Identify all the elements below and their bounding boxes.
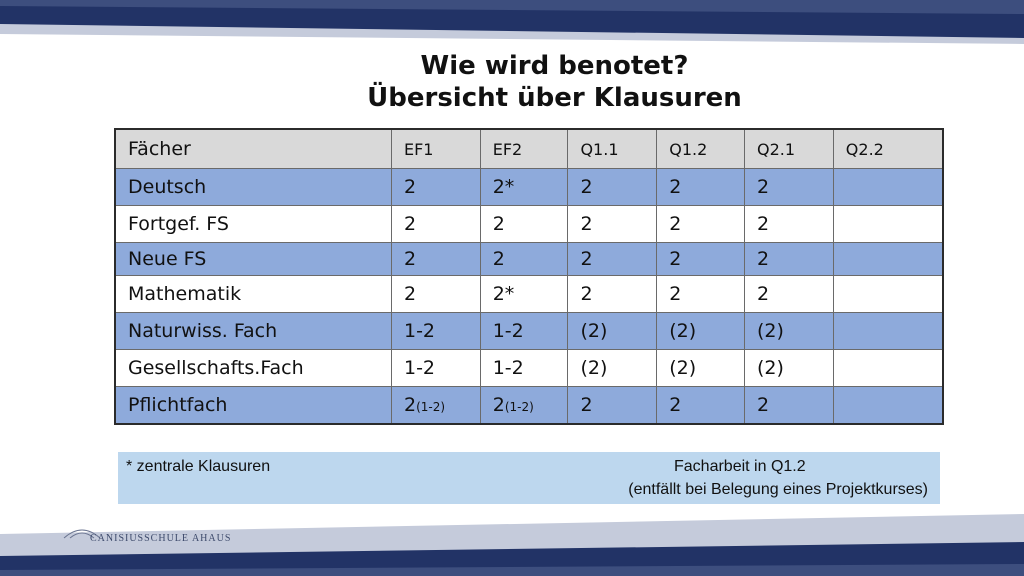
table-cell [832, 349, 944, 387]
table-cell [832, 205, 944, 243]
subject-cell: Fortgef. FS [114, 205, 392, 243]
table-cell: 2 [390, 242, 481, 276]
table-cell: (2) [567, 349, 658, 387]
subject-cell: Mathematik [114, 275, 392, 313]
table-cell: 2(1-2) [390, 386, 481, 425]
table-row: Mathematik 2 2* 2 2 2 [114, 275, 944, 313]
table-cell [832, 386, 944, 425]
subject-cell: Deutsch [114, 168, 392, 206]
exam-overview-table: Fächer EF1 EF2 Q1.1 Q1.2 Q2.1 Q2.2 Deuts… [114, 128, 944, 425]
table-cell: 2 [744, 242, 834, 276]
top-decor-band [0, 0, 1024, 44]
table-cell: 2 [479, 205, 569, 243]
table-cell: 2 [390, 168, 481, 206]
header-cell: Fächer [114, 128, 392, 169]
facharbeit-note: Facharbeit in Q1.2 [674, 458, 806, 475]
table-cell: 2(1-2) [479, 386, 569, 425]
table-cell: 2 [656, 205, 746, 243]
table-cell: 2 [656, 386, 746, 425]
school-building-icon [62, 524, 102, 545]
title-line-2: Übersicht über Klausuren [367, 83, 742, 113]
table-cell: 1-2 [479, 349, 569, 387]
header-cell: Q1.1 [567, 128, 658, 169]
table-cell: (2) [744, 312, 834, 350]
cell-value: 2 [403, 394, 417, 416]
cell-value: 2 [492, 394, 505, 416]
table-cell: 2 [567, 205, 658, 243]
table-cell: 1-2 [390, 349, 481, 387]
table-cell: 2 [390, 275, 481, 313]
table-cell [832, 242, 944, 276]
header-cell: EF1 [390, 128, 481, 169]
table-row: Gesellschafts.Fach 1-2 1-2 (2) (2) (2) [114, 349, 944, 387]
table-cell: 1-2 [390, 312, 481, 350]
table-cell: 2 [656, 242, 746, 276]
table-cell: 2 [479, 242, 569, 276]
table-cell: 2* [479, 168, 569, 206]
table-cell: 2 [656, 168, 746, 206]
table-row: Neue FS 2 2 2 2 2 [114, 242, 944, 276]
table-header-row: Fächer EF1 EF2 Q1.1 Q1.2 Q2.1 Q2.2 [114, 128, 944, 169]
table-cell [832, 275, 944, 313]
cell-subscript: (1-2) [504, 400, 534, 414]
table-row: Fortgef. FS 2 2 2 2 2 [114, 205, 944, 243]
table-cell [832, 168, 944, 206]
table-cell: (2) [656, 349, 746, 387]
table-cell: 2 [567, 168, 658, 206]
header-cell: Q1.2 [656, 128, 746, 169]
table-cell: (2) [744, 349, 834, 387]
footnote-central-exams: * zentrale Klausuren [126, 458, 271, 475]
facharbeit-exception-note: (entfällt bei Belegung eines Projektkurs… [628, 481, 928, 498]
table-cell: 2 [744, 275, 834, 313]
table-row: Deutsch 2 2* 2 2 2 [114, 168, 944, 206]
table-cell: (2) [567, 312, 658, 350]
bottom-decor-band [0, 504, 1024, 576]
header-cell: EF2 [479, 128, 569, 169]
table-cell: (2) [656, 312, 746, 350]
table-cell: 2 [744, 386, 834, 425]
table-cell [832, 312, 944, 350]
table-cell: 2 [744, 168, 834, 206]
table-cell: 2 [567, 242, 658, 276]
school-logo-text: CANISIUSSCHULE AHAUS [90, 533, 232, 544]
table-cell: 2 [656, 275, 746, 313]
table-cell: 2 [390, 205, 481, 243]
subject-cell: Naturwiss. Fach [114, 312, 392, 350]
table-cell: 1-2 [479, 312, 569, 350]
table-cell: 2 [744, 205, 834, 243]
subject-cell: Pflichtfach [114, 386, 392, 425]
table-cell: 2* [479, 275, 569, 313]
cell-subscript: (1-2) [416, 400, 446, 414]
table-cell: 2 [567, 275, 658, 313]
page-title: Wie wird benotet? Übersicht über Klausur… [0, 50, 1024, 114]
table-row: Naturwiss. Fach 1-2 1-2 (2) (2) (2) [114, 312, 944, 350]
footnote-box: * zentrale Klausuren Facharbeit in Q1.2 … [118, 452, 940, 504]
header-cell: Q2.2 [832, 128, 944, 169]
table-row: Pflichtfach 2(1-2) 2(1-2) 2 2 2 [114, 386, 944, 425]
title-line-1: Wie wird benotet? [420, 51, 689, 81]
table-cell: 2 [567, 386, 658, 425]
header-cell: Q2.1 [744, 128, 834, 169]
subject-cell: Neue FS [114, 242, 392, 276]
subject-cell: Gesellschafts.Fach [114, 349, 392, 387]
